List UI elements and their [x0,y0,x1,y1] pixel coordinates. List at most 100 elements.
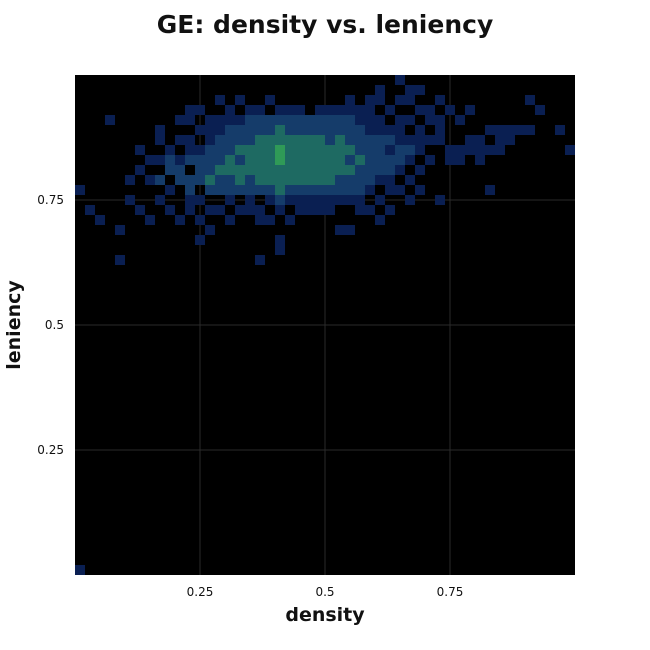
heatmap-cell [355,185,365,195]
heatmap-cell [315,145,325,155]
heatmap-cell [205,225,215,235]
heatmap-cell [335,175,345,185]
heatmap-cell [265,175,275,185]
heatmap-cell [275,155,285,165]
heatmap-cell [185,175,195,185]
heatmap-cell [395,135,405,145]
heatmap-cell [295,195,305,205]
heatmap-cell [185,205,195,215]
heatmap-cell [175,175,185,185]
heatmap-cell [365,125,375,135]
heatmap-cell [325,175,335,185]
heatmap-cell [415,135,425,145]
heatmap-cell [325,125,335,135]
heatmap-cell [385,175,395,185]
heatmap-cell [225,195,235,205]
heatmap-cell [215,115,225,125]
heatmap-cell [245,165,255,175]
heatmap-cell [85,205,95,215]
heatmap-cell [345,195,355,205]
heatmap-cell [265,195,275,205]
heatmap-cell [285,155,295,165]
heatmap-cell [345,115,355,125]
heatmap-cell [385,205,395,215]
heatmap-cell [225,185,235,195]
heatmap-cell [285,105,295,115]
heatmap-cell [345,185,355,195]
heatmap-cell [305,195,315,205]
heatmap-cell [175,135,185,145]
heatmap-cell [155,125,165,135]
heatmap-cell [395,125,405,135]
heatmap-cell [405,85,415,95]
heatmap-cell [285,195,295,205]
heatmap-cell [215,165,225,175]
heatmap-cell [235,205,245,215]
heatmap-cell [175,215,185,225]
heatmap-cell [375,165,385,175]
heatmap-cell [405,115,415,125]
heatmap-cell [405,135,415,145]
heatmap-cell [325,205,335,215]
heatmap-cell [315,125,325,135]
heatmap-cell [275,165,285,175]
heatmap-cell [225,115,235,125]
heatmap-cell [315,155,325,165]
heatmap-cell [315,185,325,195]
heatmap-cell [385,125,395,135]
heatmap-cell [275,115,285,125]
heatmap-cell [365,145,375,155]
heatmap-cell [525,125,535,135]
heatmap-cell [275,245,285,255]
heatmap-cell [365,135,375,145]
y-tick-label: 0.75 [37,193,64,207]
y-tick-label: 0.25 [37,443,64,457]
heatmap-cell [355,155,365,165]
heatmap-cell [295,165,305,175]
heatmap-cell [235,115,245,125]
heatmap-cell [305,185,315,195]
heatmap-cell [285,165,295,175]
heatmap-cell [135,165,145,175]
heatmap-cell [505,125,515,135]
heatmap-cell [495,145,505,155]
heatmap-cell [475,145,485,155]
heatmap-cell [205,125,215,135]
heatmap-cell [445,105,455,115]
heatmap-cell [195,215,205,225]
heatmap-cell [205,205,215,215]
heatmap-cell [375,125,385,135]
heatmap-cell [335,165,345,175]
heatmap-cell [425,155,435,165]
heatmap-cell [285,135,295,145]
heatmap-cell [465,105,475,115]
heatmap-cell [155,155,165,165]
heatmap-cell [145,215,155,225]
heatmap-cell [405,155,415,165]
heatmap-cell [435,95,445,105]
heatmap-cell [195,105,205,115]
heatmap-cell [165,145,175,155]
heatmap-cell [305,205,315,215]
heatmap-cell [235,155,245,165]
heatmap-cell [165,155,175,165]
heatmap-cell [345,155,355,165]
heatmap-cell [185,155,195,165]
heatmap-cell [355,135,365,145]
heatmap-cell [275,135,285,145]
heatmap-cell [185,135,195,145]
heatmap-cell [265,145,275,155]
heatmap-cell [205,185,215,195]
heatmap-cell [395,115,405,125]
heatmap-cell [225,135,235,145]
heatmap-cell [295,185,305,195]
heatmap-cell [405,195,415,205]
heatmap-cells [75,75,575,575]
heatmap-cell [385,185,395,195]
heatmap-cell [195,125,205,135]
heatmap-cell [335,185,345,195]
heatmap-cell [295,135,305,145]
heatmap-cell [295,155,305,165]
heatmap-cell [175,115,185,125]
